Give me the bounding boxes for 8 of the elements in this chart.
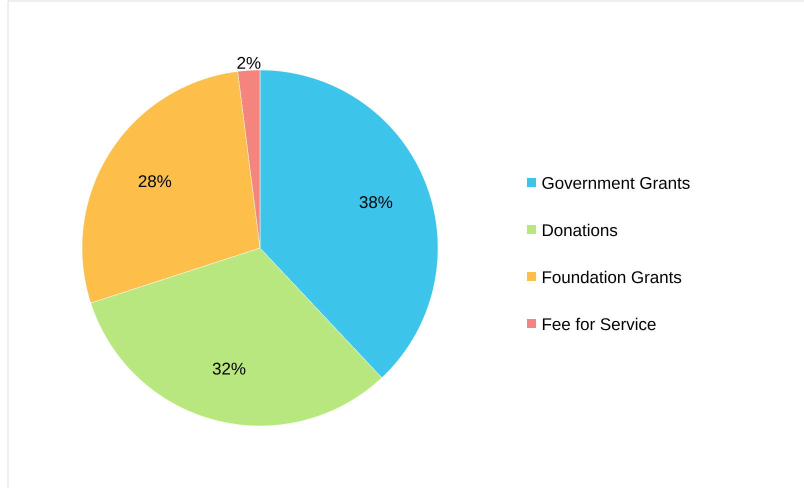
data-label: 28%	[138, 175, 172, 188]
legend-label: Donations	[542, 224, 618, 236]
legend-label: Foundation Grants	[542, 270, 682, 284]
legend-label: Fee for Service	[542, 318, 656, 330]
data-label: 2%	[237, 56, 260, 69]
data-label: 38%	[360, 196, 392, 208]
legend-label: Government Grants	[542, 176, 690, 189]
data-label: 32%	[212, 362, 246, 375]
